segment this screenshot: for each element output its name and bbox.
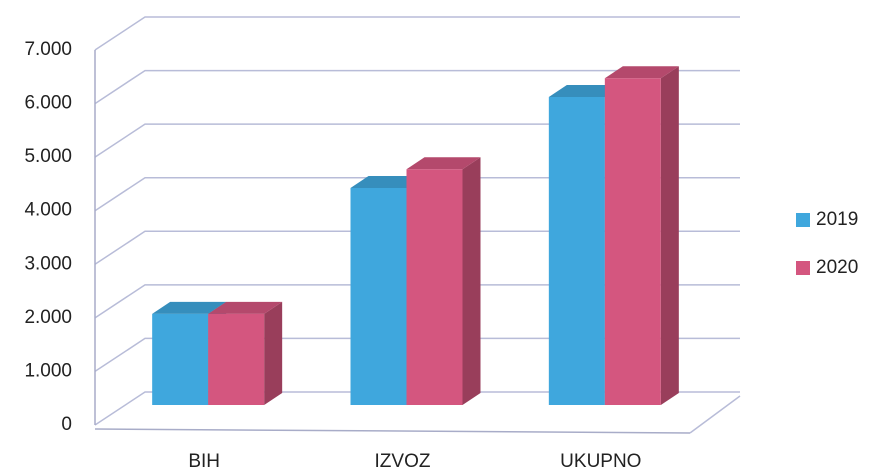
y-tick-label: 2.000 xyxy=(24,307,72,328)
bar-top xyxy=(152,301,227,314)
bar-front xyxy=(406,169,463,405)
bar-front xyxy=(350,188,407,405)
y-tick-label: 1.000 xyxy=(24,360,72,381)
grid-line xyxy=(94,284,740,319)
y-tick-label: 5.000 xyxy=(24,146,72,167)
x-tick-label: BIH xyxy=(188,451,220,472)
legend-label: 2019 xyxy=(816,209,858,230)
bar-front xyxy=(208,313,265,405)
bar-front xyxy=(548,96,605,405)
y-tick-label: 7.000 xyxy=(24,39,72,60)
grid-line xyxy=(94,123,740,158)
y-tick-label: 0 xyxy=(61,414,72,435)
grid-line xyxy=(94,176,740,212)
y-tick-label: 6.000 xyxy=(24,93,72,114)
y-tick-label: 4.000 xyxy=(24,200,72,221)
grid-line xyxy=(94,230,740,265)
bar-top xyxy=(406,157,481,170)
bar-top xyxy=(350,176,425,189)
bar-top xyxy=(208,301,283,314)
legend-label: 2020 xyxy=(816,257,858,278)
grid-line xyxy=(94,16,740,51)
bar-front xyxy=(152,313,209,405)
y-tick-label: 3.000 xyxy=(24,253,72,274)
grid-line xyxy=(94,69,740,105)
legend-swatch xyxy=(796,213,810,227)
bar-side xyxy=(462,157,481,405)
bar xyxy=(208,301,283,405)
x-tick-label: UKUPNO xyxy=(560,451,641,472)
grid-line xyxy=(94,391,740,426)
bar-front xyxy=(604,78,661,405)
bar-side xyxy=(264,301,283,405)
bar-top xyxy=(548,84,623,97)
bar-top xyxy=(604,66,679,79)
legend-swatch xyxy=(796,261,810,275)
floor-edge xyxy=(689,395,741,434)
bar xyxy=(406,157,481,405)
x-tick-label: IZVOZ xyxy=(375,451,431,472)
x-axis xyxy=(94,428,691,434)
bar-side xyxy=(660,66,679,405)
bar xyxy=(604,66,679,405)
grid-line xyxy=(94,337,740,373)
